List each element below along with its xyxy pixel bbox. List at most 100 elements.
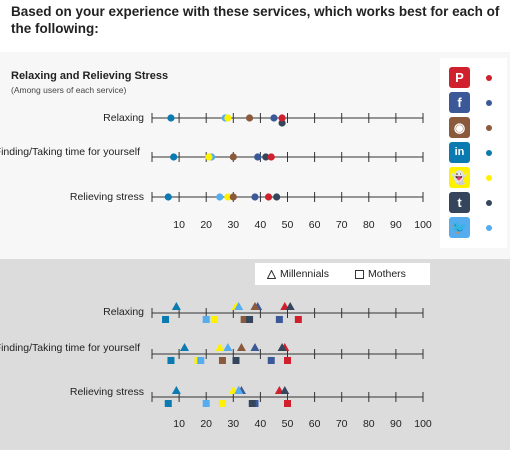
bottom-tick-label: 70 [336, 418, 348, 430]
millennials-triangle-tumblr [285, 302, 295, 310]
data-point-facebook [270, 114, 278, 122]
bottom-tick-label: 80 [363, 418, 375, 430]
mothers-square-linkedin [164, 400, 172, 407]
twitter-icon: 🐦 [449, 217, 470, 238]
tumblr-icon: t [449, 192, 470, 213]
linkedin-icon: in [449, 142, 470, 163]
mothers-square-facebook [267, 357, 275, 364]
brand-color-dot [486, 175, 492, 181]
millennials-triangle-instagram [236, 343, 246, 351]
top-tick-label: 40 [255, 219, 267, 231]
top-tick-label: 90 [390, 219, 402, 231]
data-point-snapchat [224, 114, 232, 122]
data-point-linkedin [164, 193, 172, 201]
bottom-tick-label: 10 [173, 418, 185, 430]
mothers-square-pinterest [294, 316, 302, 323]
mothers-square-pinterest [284, 400, 291, 407]
data-point-facebook [251, 193, 259, 201]
millennials-triangle-linkedin [180, 343, 190, 351]
millennials-triangle-twitter [234, 302, 244, 310]
millennials-triangle-facebook [250, 343, 260, 351]
mothers-square-twitter [197, 357, 205, 364]
brand-row-instagram: ◉ [449, 117, 504, 139]
pinterest-icon: P [449, 67, 470, 88]
data-point-snapchat [224, 193, 232, 201]
brand-color-dot [486, 225, 492, 231]
millennials-triangle-twitter [234, 386, 244, 394]
legend-millennials: Millennials [267, 268, 329, 280]
data-point-pinterest [267, 153, 275, 161]
data-point-pinterest [278, 114, 286, 122]
millennials-triangle-twitter [223, 343, 233, 351]
bottom-row-label-relaxing: Relaxing [103, 306, 144, 318]
data-point-tumblr [262, 153, 270, 161]
legend-millennials-label: Millennials [280, 268, 330, 280]
millennials-triangle-linkedin [171, 386, 181, 394]
mothers-square-instagram [240, 316, 248, 323]
data-point-linkedin [167, 114, 175, 122]
top-tick-label: 30 [227, 219, 239, 231]
mothers-square-facebook [275, 316, 283, 323]
chart-legend: Millennials Mothers [255, 263, 430, 285]
snapchat-icon: 👻 [449, 167, 470, 188]
data-point-pinterest [264, 193, 273, 201]
brand-row-linkedin: in [449, 142, 504, 164]
instagram-icon: ◉ [449, 117, 470, 138]
facebook-icon: f [449, 92, 470, 113]
bottom-tick-label: 100 [414, 418, 432, 430]
square-icon [355, 269, 364, 279]
question-title: Based on your experience with these serv… [11, 4, 500, 36]
legend-mothers: Mothers [355, 268, 406, 280]
bottom-tick-label: 40 [255, 418, 267, 430]
mothers-square-linkedin [167, 357, 175, 364]
millennials-triangle-snapchat [215, 343, 225, 351]
brand-row-snapchat: 👻 [449, 167, 504, 189]
brand-row-twitter: 🐦 [449, 217, 504, 239]
data-point-instagram [229, 193, 237, 201]
mothers-square-snapchat [218, 400, 226, 407]
brand-row-pinterest: P [449, 67, 504, 89]
data-point-snapchat [205, 153, 213, 161]
bottom-tick-label: 90 [390, 418, 402, 430]
bottom-tick-label: 20 [200, 418, 212, 430]
data-point-instagram [245, 114, 254, 122]
millennials-triangle-tumblr [277, 343, 287, 351]
top-row-label-relaxing: Relaxing [103, 112, 144, 124]
top-tick-label: 50 [282, 219, 294, 231]
data-point-facebook [254, 153, 262, 161]
top-tick-label: 10 [173, 219, 185, 231]
data-point-twitter [216, 193, 224, 201]
brand-color-dot [486, 125, 492, 131]
brand-color-dot [486, 200, 492, 206]
top-tick-label: 20 [200, 219, 212, 231]
top-tick-label: 80 [363, 219, 375, 231]
millennials-triangle-instagram [250, 302, 260, 310]
bottom-row-label-finding-time: Finding/Taking time for yourself [0, 342, 140, 354]
legend-mothers-label: Mothers [368, 268, 406, 280]
brand-color-dot [486, 100, 492, 106]
bottom-tick-label: 50 [282, 418, 294, 430]
chart-subtitle: (Among users of each service) [11, 85, 127, 95]
data-point-tumblr [273, 193, 281, 201]
mothers-square-pinterest [284, 357, 291, 364]
brand-color-dot [486, 150, 492, 156]
mothers-square-tumblr [248, 400, 256, 407]
top-tick-label: 100 [414, 219, 432, 231]
data-point-tumblr [278, 119, 286, 127]
mothers-square-twitter [202, 316, 210, 323]
mothers-square-instagram [218, 357, 226, 364]
bottom-tick-label: 30 [227, 418, 239, 430]
bottom-row-label-relieving-stress: Relieving stress [69, 386, 144, 398]
top-row-label-finding-time: Finding/Taking time for yourself [0, 146, 140, 158]
mothers-square-snapchat [210, 316, 218, 323]
mothers-square-tumblr [232, 357, 240, 364]
top-tick-label: 70 [336, 219, 348, 231]
bottom-tick-label: 60 [309, 418, 321, 430]
mothers-square-linkedin [162, 316, 170, 323]
top-tick-label: 60 [309, 219, 321, 231]
millennials-triangle-tumblr [280, 386, 290, 394]
brand-row-facebook: f [449, 92, 504, 114]
